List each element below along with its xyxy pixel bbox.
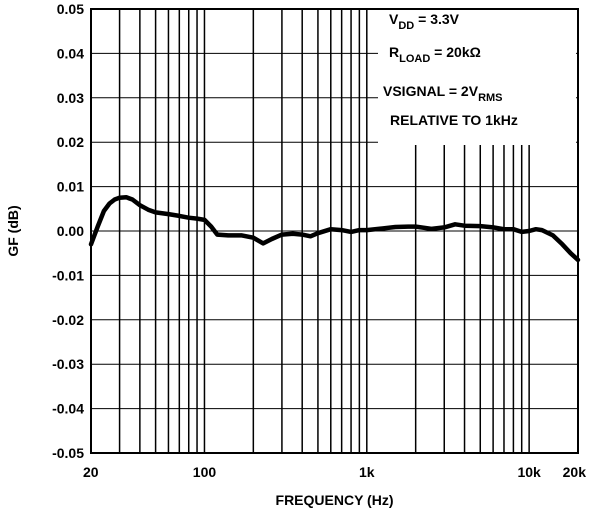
x-tick-label: 20 [83,464,99,480]
y-tick-label: 0.01 [57,179,84,195]
x-tick-label: 10k [517,464,541,480]
annotation-line: RLOAD = 20kΩ [389,44,481,65]
y-tick-label: -0.02 [52,312,84,328]
y-tick-label: 0.04 [57,45,84,61]
tick-labels: 0.05 0.04 0.03 0.02 0.01 0.00 -0.01 -0.02 -0.03 -… [52,1,586,480]
annotation-background [378,10,576,145]
annotation-box: VDD = 3.3V RLOAD = 20kΩ VSIGNAL = 2VRMS REL… [378,10,576,145]
y-tick-label: 0.05 [57,1,84,17]
x-axis-title: FREQUENCY (Hz) [276,492,394,508]
y-tick-label: -0.04 [52,401,84,417]
annotation-line: VDD = 3.3V [389,11,460,32]
plot-frame [90,8,579,454]
y-tick-label: -0.05 [52,445,84,461]
y-tick-label: -0.01 [52,267,84,283]
annotation-line: RELATIVE TO 1kHz [390,112,518,128]
series [88,195,581,263]
y-tick-label: 0.02 [57,134,84,150]
y-axis-title: GF (dB) [5,205,21,256]
series-line [88,195,581,263]
y-tick-label: 0.03 [57,90,84,106]
y-tick-label: 0.00 [57,223,84,239]
x-tick-label: 1k [359,464,375,480]
x-tick-label: 100 [193,464,217,480]
y-tick-label: -0.03 [52,356,84,372]
annotation-line: VSIGNAL = 2VRMS [383,83,503,104]
x-tick-label: 20k [563,464,587,480]
